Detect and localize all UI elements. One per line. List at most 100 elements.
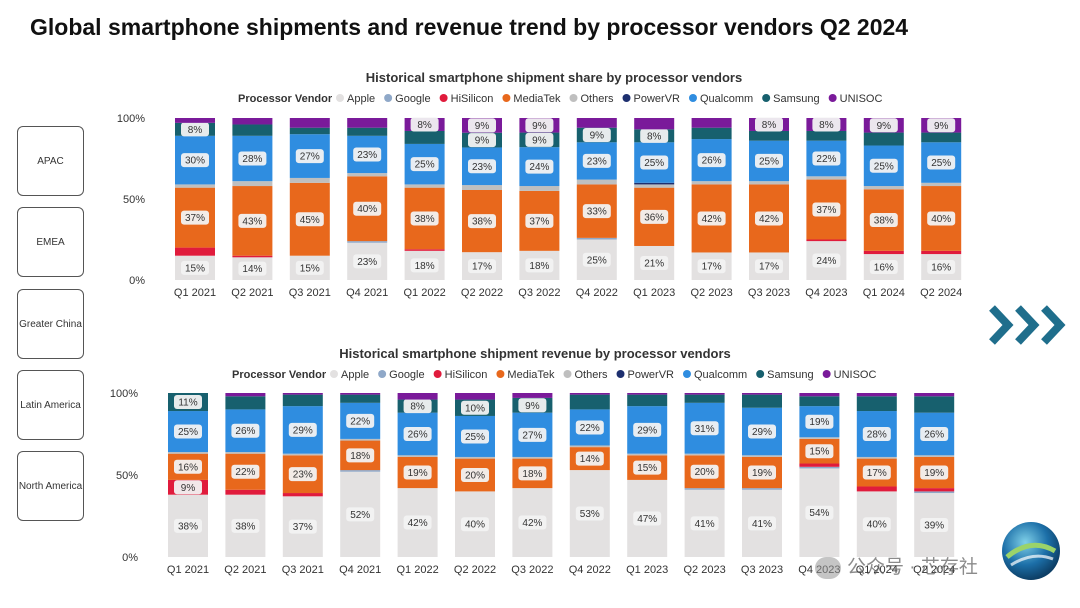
data-label: 40% bbox=[465, 520, 485, 531]
bar-segment-unisoc bbox=[282, 393, 323, 395]
x-tick-label: Q1 2022 bbox=[403, 287, 445, 299]
x-tick-label: Q4 2023 bbox=[805, 287, 847, 299]
data-label-box bbox=[805, 444, 834, 459]
data-label-box bbox=[862, 465, 891, 480]
data-label-box bbox=[518, 515, 547, 530]
data-label-box bbox=[295, 260, 324, 275]
wechat-icon bbox=[815, 556, 841, 579]
region-button-north-america[interactable]: North America bbox=[17, 451, 84, 521]
x-tick-label: Q3 2021 bbox=[289, 287, 331, 299]
data-label: 25% bbox=[759, 156, 779, 167]
data-label-box bbox=[403, 427, 432, 441]
x-tick-label: Q3 2022 bbox=[511, 564, 553, 576]
data-label: 22% bbox=[350, 416, 370, 427]
data-label-box bbox=[575, 506, 604, 521]
legend-label-powervr: PowerVR bbox=[628, 369, 675, 381]
data-label-box bbox=[525, 159, 554, 174]
data-label-box bbox=[812, 117, 841, 132]
data-label: 54% bbox=[809, 508, 829, 519]
legend-label-unisoc: UNISOC bbox=[840, 93, 883, 105]
data-label: 19% bbox=[809, 417, 829, 428]
data-label-box bbox=[755, 259, 783, 274]
bar-segment-hisilicon bbox=[921, 250, 962, 255]
bar-segment-unisoc bbox=[175, 118, 215, 123]
bar-segment-others bbox=[742, 455, 782, 457]
bar-segment-powervr bbox=[634, 182, 675, 185]
bar-segment-unisoc bbox=[455, 393, 495, 400]
data-label-box bbox=[461, 400, 489, 415]
data-label-box bbox=[755, 153, 783, 168]
legend-label-unisoc: UNISOC bbox=[834, 369, 877, 381]
legend-label-hisilicon: HiSilicon bbox=[445, 369, 488, 381]
data-label: 42% bbox=[702, 214, 722, 225]
data-label-box bbox=[920, 465, 949, 480]
data-label-box bbox=[468, 259, 496, 274]
bar-segment-google bbox=[340, 470, 381, 472]
data-label: 9% bbox=[525, 401, 540, 412]
data-label: 53% bbox=[580, 509, 600, 520]
data-label: 29% bbox=[293, 425, 313, 436]
bar-segment-others bbox=[232, 181, 273, 187]
data-label: 16% bbox=[874, 263, 894, 274]
bar-segment-hisilicon bbox=[799, 463, 840, 467]
x-tick-label: Q2 2021 bbox=[231, 287, 273, 299]
legend-label-google: Google bbox=[389, 369, 424, 381]
data-label: 9% bbox=[934, 121, 949, 132]
data-label: 39% bbox=[924, 521, 944, 532]
data-label-box bbox=[468, 118, 496, 133]
bar-segment-unisoc bbox=[684, 393, 725, 395]
data-label-box bbox=[812, 151, 841, 166]
bar-segment-samsung bbox=[806, 130, 847, 141]
bar-segment-unisoc bbox=[627, 393, 668, 395]
legend-label-mediatek: MediaTek bbox=[513, 93, 561, 105]
data-label-box bbox=[920, 427, 949, 441]
region-button-latin-america[interactable]: Latin America bbox=[17, 370, 84, 440]
legend-label-google: Google bbox=[395, 93, 430, 105]
bar-segment-samsung bbox=[282, 394, 323, 407]
bar-segment-others bbox=[168, 452, 208, 454]
data-label: 38% bbox=[235, 521, 255, 532]
legend-title: Processor Vendor bbox=[238, 93, 333, 105]
legend-marker-mediatek bbox=[502, 94, 511, 102]
bar-segment-google bbox=[347, 241, 388, 243]
data-label-box bbox=[633, 511, 662, 526]
legend-marker-powervr bbox=[622, 94, 631, 102]
x-tick-label: Q2 2023 bbox=[690, 287, 732, 299]
x-tick-label: Q1 2024 bbox=[863, 287, 905, 299]
data-label-box bbox=[346, 413, 375, 428]
data-label-box bbox=[410, 117, 439, 132]
bar-segment-unisoc bbox=[691, 118, 732, 128]
bar-segment-unisoc bbox=[914, 393, 955, 397]
data-label-box bbox=[346, 507, 375, 522]
globe-logo-icon bbox=[1002, 522, 1060, 580]
bar-segment-hisilicon bbox=[806, 239, 847, 242]
bar-segment-hisilicon bbox=[914, 488, 955, 492]
data-label-box bbox=[640, 209, 669, 224]
region-button-apac[interactable]: APAC bbox=[17, 126, 84, 196]
data-label: 14% bbox=[580, 454, 600, 465]
legend-label-powervr: PowerVR bbox=[634, 93, 681, 105]
bar-segment-samsung bbox=[569, 394, 610, 410]
bar-segment-google bbox=[576, 237, 617, 240]
data-label: 14% bbox=[242, 264, 262, 275]
y-tick-label: 100% bbox=[117, 113, 145, 125]
data-label: 18% bbox=[529, 261, 549, 272]
region-button-emea[interactable]: EMEA bbox=[17, 207, 84, 277]
data-label-box bbox=[748, 424, 776, 439]
bar-segment-unisoc bbox=[512, 393, 553, 398]
region-button-greater-china[interactable]: Greater China bbox=[17, 289, 84, 359]
data-label: 42% bbox=[522, 518, 542, 529]
data-label-box bbox=[869, 213, 898, 228]
data-label: 21% bbox=[644, 258, 664, 269]
bar-segment-unisoc bbox=[576, 118, 617, 128]
data-label-box bbox=[862, 427, 891, 441]
bar-segment-others bbox=[519, 186, 560, 191]
watermark-text: 公众号 · 芯存社 bbox=[847, 557, 978, 578]
triple-chevron-right-icon[interactable] bbox=[988, 302, 1076, 348]
data-label-box bbox=[410, 258, 439, 273]
data-label-box bbox=[410, 157, 439, 172]
data-label-box bbox=[181, 122, 209, 137]
x-tick-label: Q1 2023 bbox=[633, 287, 675, 299]
x-tick-label: Q4 2021 bbox=[339, 564, 381, 576]
data-label-box bbox=[468, 214, 496, 229]
